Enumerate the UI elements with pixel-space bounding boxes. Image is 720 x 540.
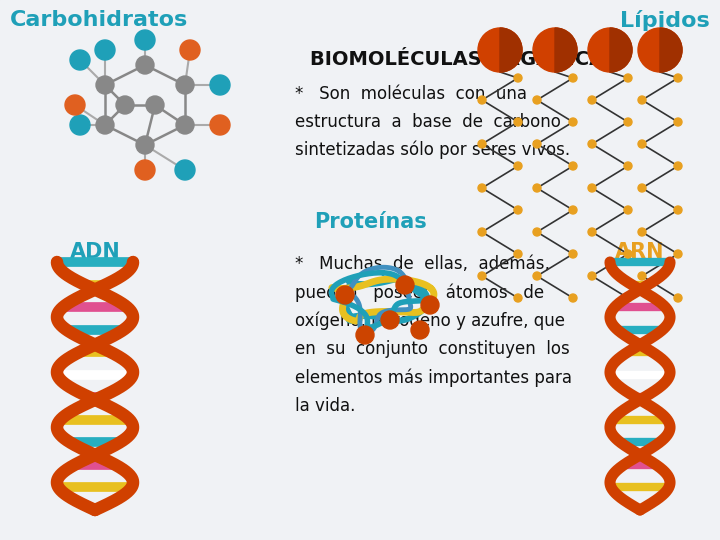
Circle shape [514,118,522,126]
Circle shape [210,75,230,95]
Circle shape [533,272,541,280]
Wedge shape [610,28,632,72]
Circle shape [65,95,85,115]
Circle shape [478,28,522,72]
Circle shape [336,286,354,304]
Circle shape [569,162,577,170]
Circle shape [588,228,596,236]
Circle shape [674,162,682,170]
Circle shape [624,294,632,302]
Circle shape [146,96,164,114]
Wedge shape [555,28,577,72]
Circle shape [356,326,374,344]
Text: Proteínas: Proteínas [314,212,426,232]
Circle shape [116,96,134,114]
Circle shape [638,96,646,104]
Circle shape [176,76,194,94]
Text: ARN: ARN [616,242,665,262]
Circle shape [381,311,399,329]
Circle shape [70,115,90,135]
Circle shape [96,116,114,134]
Circle shape [674,74,682,82]
Circle shape [514,162,522,170]
Circle shape [514,74,522,82]
Circle shape [95,40,115,60]
Circle shape [533,184,541,192]
Circle shape [588,140,596,148]
Circle shape [421,296,439,314]
Circle shape [411,321,429,339]
Circle shape [588,28,632,72]
Wedge shape [500,28,522,72]
Wedge shape [660,28,682,72]
Circle shape [624,162,632,170]
Text: *   Son  moléculas  con  una
estructura  a  base  de  carbono
sintetizadas sólo : * Son moléculas con una estructura a bas… [295,85,570,159]
Circle shape [175,160,195,180]
Circle shape [638,140,646,148]
Circle shape [478,140,486,148]
Circle shape [569,206,577,214]
Circle shape [396,276,414,294]
Circle shape [533,96,541,104]
Circle shape [638,28,682,72]
Circle shape [180,40,200,60]
Circle shape [136,136,154,154]
Circle shape [569,74,577,82]
Circle shape [478,184,486,192]
Circle shape [176,116,194,134]
Circle shape [624,74,632,82]
Circle shape [96,76,114,94]
Circle shape [514,206,522,214]
Text: Lípidos: Lípidos [620,10,710,31]
Circle shape [624,118,632,126]
Circle shape [136,56,154,74]
Circle shape [70,50,90,70]
Circle shape [674,206,682,214]
Circle shape [638,184,646,192]
Circle shape [674,118,682,126]
Circle shape [569,118,577,126]
Circle shape [478,96,486,104]
Text: Carbohidratos: Carbohidratos [10,10,188,30]
Text: *   Muchas  de  ellas,  además,
pueden   poseer   átomos   de
oxígeno, nitrógeno: * Muchas de ellas, además, pueden poseer… [295,255,572,415]
Circle shape [624,250,632,258]
Circle shape [674,294,682,302]
Circle shape [533,228,541,236]
Circle shape [588,184,596,192]
Circle shape [569,294,577,302]
Circle shape [135,160,155,180]
Circle shape [588,96,596,104]
Text: ADN: ADN [70,242,120,262]
Circle shape [478,228,486,236]
Circle shape [569,250,577,258]
Text: BIOMOLÉCULAS ORGÁNICAS: BIOMOLÉCULAS ORGÁNICAS [310,50,618,69]
Circle shape [638,228,646,236]
Circle shape [478,272,486,280]
Circle shape [533,140,541,148]
Circle shape [514,294,522,302]
Circle shape [624,206,632,214]
Circle shape [210,115,230,135]
Circle shape [638,272,646,280]
Circle shape [533,28,577,72]
Circle shape [135,30,155,50]
Circle shape [514,250,522,258]
Circle shape [674,250,682,258]
Circle shape [588,272,596,280]
